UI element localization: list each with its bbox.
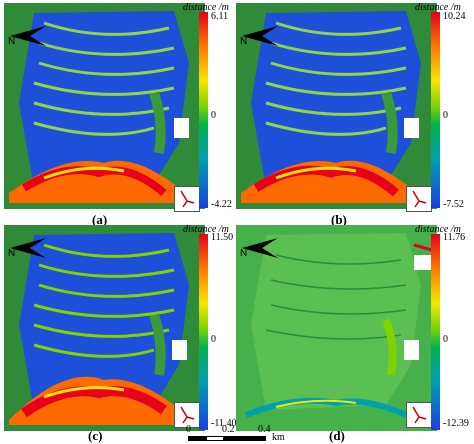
location-inset-icon xyxy=(174,402,200,428)
scale-segment xyxy=(188,436,206,441)
map-b xyxy=(236,3,437,209)
location-inset-icon xyxy=(406,402,432,428)
colorbar-max: 10.24 xyxy=(443,11,466,22)
scale-label-1: 0.2 xyxy=(222,424,235,435)
map-d xyxy=(236,225,437,431)
north-arrow-icon: N xyxy=(8,234,48,267)
map-d-image xyxy=(236,225,437,431)
colorbar-min: -7.52 xyxy=(443,199,464,210)
north-arrow-icon: N xyxy=(240,22,280,55)
scale-segment xyxy=(206,436,224,441)
map-a xyxy=(4,3,205,209)
map-c-image xyxy=(4,225,205,431)
map-a-image xyxy=(4,3,205,209)
colorbar-title: distance /m xyxy=(415,224,461,235)
colorbar-title: distance /m xyxy=(415,2,461,13)
location-inset-icon xyxy=(406,186,432,212)
colorbar-title: distance /m xyxy=(183,224,229,235)
map-b-image xyxy=(236,3,437,209)
colorbar-max: 11.76 xyxy=(443,232,466,243)
colorbar-zero: 0 xyxy=(211,334,216,345)
panel-label: (d) xyxy=(329,428,345,443)
scale-label-2: 0.4 xyxy=(258,424,271,435)
panel-label: (a) xyxy=(92,212,108,227)
north-arrow-icon: N xyxy=(8,22,48,55)
scale-label-0: 0 xyxy=(186,424,191,435)
scale-segment xyxy=(224,436,266,441)
colorbar-zero: 0 xyxy=(443,110,448,121)
colorbar xyxy=(431,234,440,430)
svg-text:N: N xyxy=(8,36,15,47)
scale-unit: km xyxy=(272,432,285,443)
north-arrow-icon: N xyxy=(240,234,280,267)
svg-text:N: N xyxy=(240,36,247,47)
panel-label: (c) xyxy=(88,428,103,443)
colorbar-max: 6.11 xyxy=(211,11,229,22)
colorbar-min: -12.39 xyxy=(443,418,469,429)
map-c xyxy=(4,225,205,431)
panel-label: (b) xyxy=(331,212,347,227)
svg-text:N: N xyxy=(240,248,247,259)
colorbar xyxy=(431,12,440,208)
colorbar-zero: 0 xyxy=(443,334,448,345)
colorbar-max: 11.50 xyxy=(211,232,234,243)
colorbar-min: -4.22 xyxy=(211,199,232,210)
colorbar xyxy=(199,12,208,208)
colorbar-min: -11.40 xyxy=(211,418,237,429)
svg-text:N: N xyxy=(8,248,15,259)
colorbar-title: distance /m xyxy=(183,2,229,13)
colorbar-zero: 0 xyxy=(211,110,216,121)
location-inset-icon xyxy=(174,186,200,212)
colorbar xyxy=(199,234,208,430)
